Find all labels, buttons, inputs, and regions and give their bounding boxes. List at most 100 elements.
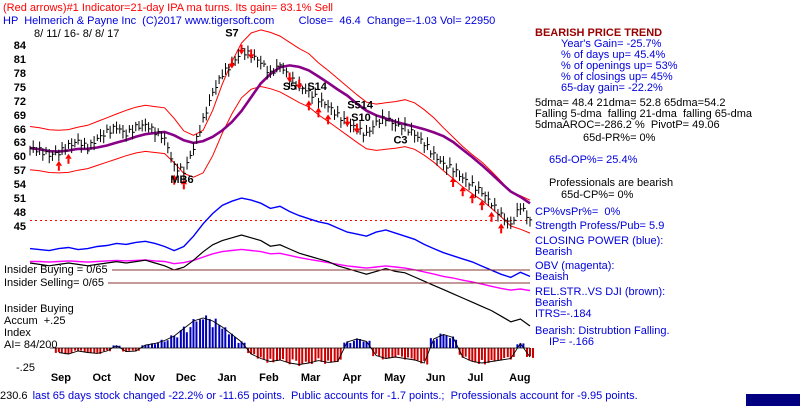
panel-line: % of openings up= 53% [561, 60, 678, 72]
insider-selling-label: Insider Selling= 0/65 [4, 277, 104, 289]
date-range: 8/ 11/ 16- 8/ 8/ 17 [34, 28, 120, 40]
sell-arrow-icon [286, 77, 293, 83]
y-axis-label: 63 [13, 137, 26, 150]
accumulation-histogram [50, 315, 534, 366]
buy-arrow-icon [305, 100, 313, 106]
buy-arrow-icon [497, 223, 505, 229]
title-line: HP Helmerich & Payne Inc (C)2017 www.tig… [3, 15, 496, 27]
sell-arrow-icon [296, 84, 303, 90]
signal-arrows [55, 44, 505, 234]
footer-overlay-number: 230.6 [0, 390, 30, 402]
panel-line: OBV (magenta): [535, 260, 615, 272]
x-axis-month-label: Nov [134, 372, 155, 384]
y-axis-label: 66 [13, 123, 26, 136]
obv-line [30, 248, 531, 292]
price-bands [29, 29, 531, 234]
relative-strength-line [29, 234, 531, 327]
closing-power-line [29, 197, 531, 279]
y-axis-label: 84 [13, 40, 26, 52]
panel-line: REL.STR..VS DJI (brown): [535, 286, 666, 298]
panel-line: Bearish: Distrubtion Falling. [535, 325, 670, 337]
panel-line: BEARISH PRICE TREND [535, 27, 663, 39]
panel-line: Bearish [535, 246, 573, 258]
y-axis-label: 75 [13, 81, 26, 94]
x-axis-month-label: Dec [175, 372, 197, 384]
x-axis-month-label: Feb [259, 372, 279, 384]
chart-annotation: MB6 [170, 174, 193, 186]
highlight-box [746, 394, 800, 406]
buy-arrow-icon [315, 107, 322, 113]
panel-line: Strength Profess/Pub= 5.9 [535, 220, 665, 232]
chart-annotation: C3 [393, 134, 407, 146]
x-axis-month-label: Mar [300, 372, 321, 384]
sell-arrow-icon [353, 128, 361, 134]
y-axis-label: 45 [13, 221, 26, 233]
x-axis-month-label: Jan [217, 372, 237, 384]
index-label: Index [4, 327, 31, 339]
y-axis-label: 72 [13, 95, 26, 108]
ohlc-bars [29, 45, 533, 230]
x-axis-month-label: Oct [92, 372, 111, 384]
buy-arrow-icon [180, 179, 188, 185]
sell-arrow-icon [247, 54, 255, 60]
buy-arrow-icon [171, 174, 178, 180]
panel-line: Bearish [535, 297, 573, 309]
chart-annotation: S10 [351, 112, 371, 124]
panel-line: 65d-CP%= 0% [561, 189, 634, 201]
panel-line: Falling 5-dma falling 21-dma falling 65-… [535, 108, 753, 120]
x-axis-month-label: Aug [509, 372, 531, 384]
buy-arrow-icon [65, 153, 72, 159]
x-axis-month-label: Jun [425, 372, 446, 384]
accum-scale-bottom-label: -.25 [16, 362, 35, 374]
sell-arrow-icon [344, 121, 351, 127]
chart-annotation: S5→S14 [283, 81, 328, 93]
buy-arrow-icon [449, 176, 457, 182]
panel-line: Year's Gain= -25.7% [561, 38, 662, 50]
chart-annotation: S514 [347, 100, 374, 112]
panel-line: IP= -.166 [549, 336, 594, 348]
insider-zero-lines [108, 269, 530, 284]
panel-line: 5dma= 48.4 21dma= 52.8 65dma=54.2 [535, 97, 726, 109]
accum-index-title: Insider Buying [4, 303, 74, 315]
panel-line: 65d-OP%= 25.4% [549, 154, 638, 166]
buy-arrow-icon [478, 200, 486, 206]
sell-arrow-icon [228, 63, 236, 69]
panel-line: Beaish [535, 271, 569, 283]
buy-arrow-icon [55, 160, 63, 166]
panel-line: % of closings up= 45% [561, 71, 673, 83]
panel-line: 5dmaAROC=-286.2 % PivotP= 49.06 [535, 119, 720, 131]
ai-label: AI= 84/200 [4, 339, 58, 351]
ma-21day-line [29, 64, 531, 205]
footer-summary: In the last 65 days stock changed -22.2%… [2, 390, 638, 402]
x-axis-month-label: Sep [50, 372, 72, 384]
y-axis-label: 60 [13, 151, 26, 164]
panel-line: 65-day gain= -22.2% [561, 82, 663, 94]
panel-line: % of days up= 45.4% [561, 49, 666, 61]
buy-arrow-icon [488, 211, 495, 217]
x-axis-month-label: Apr [342, 372, 362, 384]
y-axis-label: 57 [13, 165, 26, 178]
x-axis-month-label: Jul [467, 372, 484, 384]
insider-buying-label: Insider Buying = 0/65 [4, 264, 108, 276]
indicator-headline: (Red arrows)#1 Indicator=21-day IPA ma t… [3, 2, 333, 14]
sell-arrow-icon [238, 49, 245, 55]
panel-line: Professionals are bearish [549, 177, 674, 189]
panel-line: CP%vsPr%= 0% [535, 206, 621, 218]
buy-arrow-icon [459, 186, 466, 192]
y-axis-label: 81 [13, 53, 26, 66]
accum-scale-top-label: Accum +.25 [4, 315, 66, 327]
y-axis-label: 54 [13, 179, 26, 192]
panel-line: ITRS=-.184 [535, 308, 592, 320]
x-axis-month-label: May [384, 372, 406, 384]
y-axis-label: 48 [13, 207, 26, 220]
buy-arrow-icon [324, 114, 332, 120]
panel-line: CLOSING POWER (blue): [535, 235, 664, 247]
y-axis-label: 78 [13, 67, 26, 80]
y-axis-label: 69 [13, 109, 26, 122]
y-axis-label: 51 [13, 193, 26, 206]
buy-arrow-icon [469, 193, 476, 199]
panel-line: 65d-PR%= 0% [583, 132, 656, 144]
